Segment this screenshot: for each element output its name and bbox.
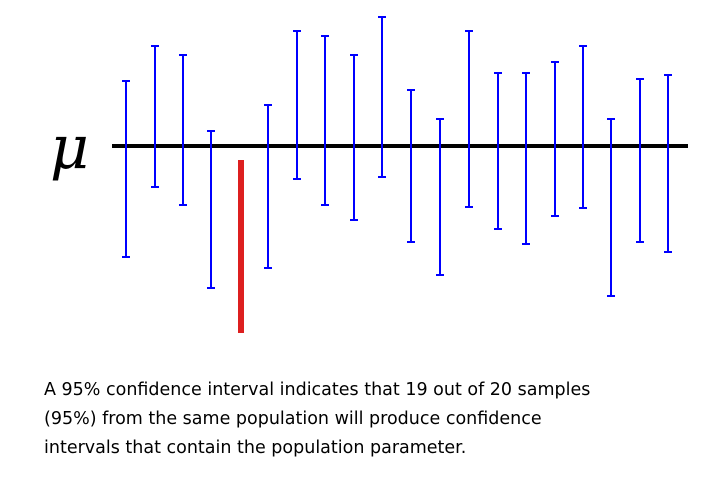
confidence-interval xyxy=(607,118,615,297)
confidence-interval xyxy=(207,130,215,289)
caption-line-1: A 95% confidence interval indicates that… xyxy=(44,380,591,400)
caption-line-2: (95%) from the same population will prod… xyxy=(44,409,542,429)
caption-line-3: intervals that contain the population pa… xyxy=(44,438,467,458)
confidence-interval xyxy=(350,54,358,221)
population-parameter-symbol: μ xyxy=(50,113,89,183)
confidence-interval xyxy=(122,80,130,258)
confidence-interval xyxy=(636,78,644,243)
confidence-interval-diagram: μ xyxy=(50,16,688,333)
confidence-interval xyxy=(293,30,301,180)
confidence-interval xyxy=(179,54,187,206)
confidence-interval xyxy=(378,16,386,178)
confidence-intervals xyxy=(122,16,672,333)
confidence-interval xyxy=(465,30,473,208)
confidence-interval xyxy=(551,61,559,217)
confidence-interval xyxy=(494,72,502,230)
caption: A 95% confidence interval indicates that… xyxy=(44,376,704,463)
confidence-interval xyxy=(522,72,530,245)
confidence-interval xyxy=(664,74,672,253)
confidence-interval xyxy=(436,118,444,276)
confidence-interval xyxy=(579,45,587,209)
confidence-interval xyxy=(264,104,272,269)
confidence-interval xyxy=(407,89,415,243)
confidence-interval xyxy=(151,45,159,188)
confidence-interval xyxy=(321,35,329,206)
